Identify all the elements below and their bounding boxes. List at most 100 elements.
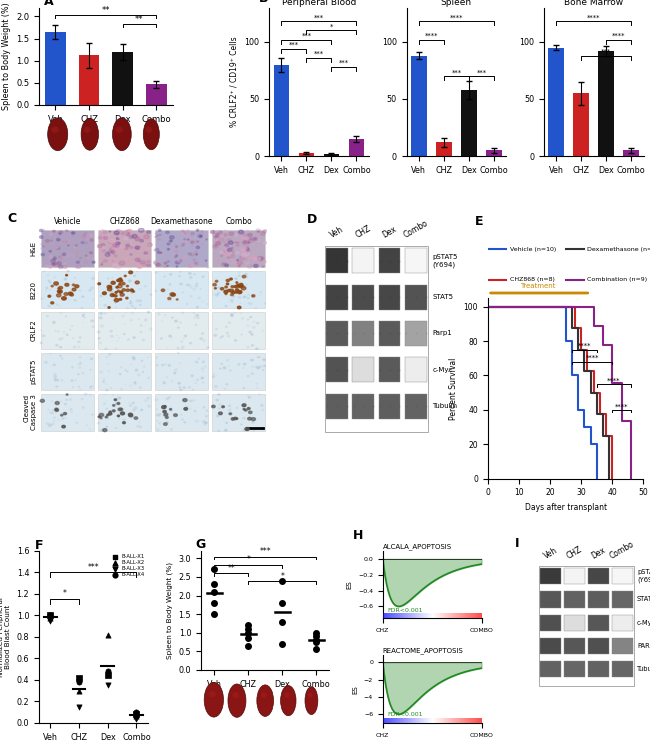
Circle shape bbox=[138, 261, 141, 263]
Circle shape bbox=[213, 245, 218, 248]
Circle shape bbox=[118, 408, 122, 410]
Circle shape bbox=[91, 287, 94, 289]
Bar bbox=[352, 321, 374, 346]
Circle shape bbox=[236, 418, 238, 419]
Point bbox=[243, 626, 254, 639]
Circle shape bbox=[250, 242, 253, 244]
Circle shape bbox=[214, 386, 217, 388]
Circle shape bbox=[198, 234, 202, 237]
Circle shape bbox=[226, 383, 228, 385]
Circle shape bbox=[120, 233, 123, 236]
Circle shape bbox=[149, 244, 151, 245]
Circle shape bbox=[218, 238, 224, 242]
Circle shape bbox=[172, 294, 176, 296]
Circle shape bbox=[125, 230, 129, 233]
Bar bbox=[564, 591, 585, 608]
Circle shape bbox=[58, 265, 63, 268]
Circle shape bbox=[132, 234, 137, 238]
Circle shape bbox=[155, 399, 158, 401]
Bar bbox=[564, 568, 585, 584]
Bar bbox=[326, 394, 348, 419]
Circle shape bbox=[52, 263, 56, 266]
Point bbox=[209, 563, 220, 575]
Circle shape bbox=[168, 364, 170, 366]
Circle shape bbox=[91, 320, 94, 322]
Text: Combination (n=9): Combination (n=9) bbox=[588, 277, 647, 282]
Bar bbox=[79, 55, 99, 105]
Circle shape bbox=[219, 404, 220, 405]
Circle shape bbox=[105, 348, 107, 349]
Text: STAT5: STAT5 bbox=[637, 596, 650, 602]
Circle shape bbox=[60, 414, 63, 416]
Circle shape bbox=[106, 426, 108, 427]
Point bbox=[103, 669, 113, 681]
Circle shape bbox=[56, 344, 58, 346]
Text: Tubulin: Tubulin bbox=[637, 666, 650, 672]
Circle shape bbox=[135, 258, 140, 261]
Circle shape bbox=[129, 303, 132, 304]
Circle shape bbox=[181, 230, 184, 232]
Bar bbox=[564, 661, 585, 677]
Circle shape bbox=[51, 285, 53, 287]
Circle shape bbox=[127, 285, 129, 287]
Bar bbox=[213, 312, 265, 349]
Point bbox=[209, 578, 220, 590]
Circle shape bbox=[133, 409, 135, 411]
Circle shape bbox=[40, 399, 44, 402]
Circle shape bbox=[129, 414, 133, 417]
Circle shape bbox=[111, 335, 113, 337]
Text: CHZ868: CHZ868 bbox=[109, 218, 140, 227]
Bar bbox=[146, 84, 166, 105]
Circle shape bbox=[252, 255, 256, 259]
Bar bbox=[588, 638, 609, 654]
Ellipse shape bbox=[204, 682, 224, 717]
Circle shape bbox=[195, 285, 198, 287]
Circle shape bbox=[229, 243, 232, 245]
Circle shape bbox=[179, 389, 182, 391]
Circle shape bbox=[118, 415, 120, 416]
Circle shape bbox=[241, 287, 246, 290]
Bar bbox=[155, 312, 208, 349]
Circle shape bbox=[85, 255, 87, 256]
Point bbox=[45, 609, 55, 621]
Circle shape bbox=[135, 369, 138, 371]
Circle shape bbox=[170, 409, 172, 410]
Circle shape bbox=[107, 278, 109, 279]
Text: Combo: Combo bbox=[608, 540, 636, 561]
Circle shape bbox=[176, 299, 178, 300]
Circle shape bbox=[120, 408, 123, 410]
Circle shape bbox=[115, 232, 116, 233]
Circle shape bbox=[42, 230, 45, 231]
Circle shape bbox=[244, 252, 250, 255]
Text: pSTAT5
(Y694): pSTAT5 (Y694) bbox=[432, 255, 458, 267]
Text: ***: *** bbox=[314, 51, 324, 57]
Point bbox=[131, 706, 142, 718]
Circle shape bbox=[54, 376, 57, 377]
Circle shape bbox=[225, 293, 227, 294]
Circle shape bbox=[181, 341, 183, 343]
Circle shape bbox=[114, 405, 115, 406]
Bar bbox=[405, 285, 426, 309]
Point bbox=[45, 609, 55, 621]
Text: ***: *** bbox=[289, 42, 299, 48]
Point bbox=[277, 615, 287, 627]
Circle shape bbox=[55, 408, 58, 410]
Circle shape bbox=[176, 246, 177, 247]
Circle shape bbox=[220, 251, 223, 253]
Point bbox=[209, 586, 220, 598]
Circle shape bbox=[111, 251, 115, 254]
Circle shape bbox=[229, 409, 231, 411]
Circle shape bbox=[228, 365, 229, 366]
Circle shape bbox=[155, 233, 157, 234]
Circle shape bbox=[171, 337, 172, 338]
Circle shape bbox=[216, 239, 222, 242]
Circle shape bbox=[201, 377, 203, 379]
Circle shape bbox=[139, 387, 141, 388]
Circle shape bbox=[190, 254, 194, 256]
Ellipse shape bbox=[261, 692, 267, 698]
Circle shape bbox=[109, 231, 110, 232]
Circle shape bbox=[125, 258, 128, 260]
Circle shape bbox=[252, 345, 253, 346]
Circle shape bbox=[175, 256, 177, 258]
Circle shape bbox=[76, 422, 77, 423]
